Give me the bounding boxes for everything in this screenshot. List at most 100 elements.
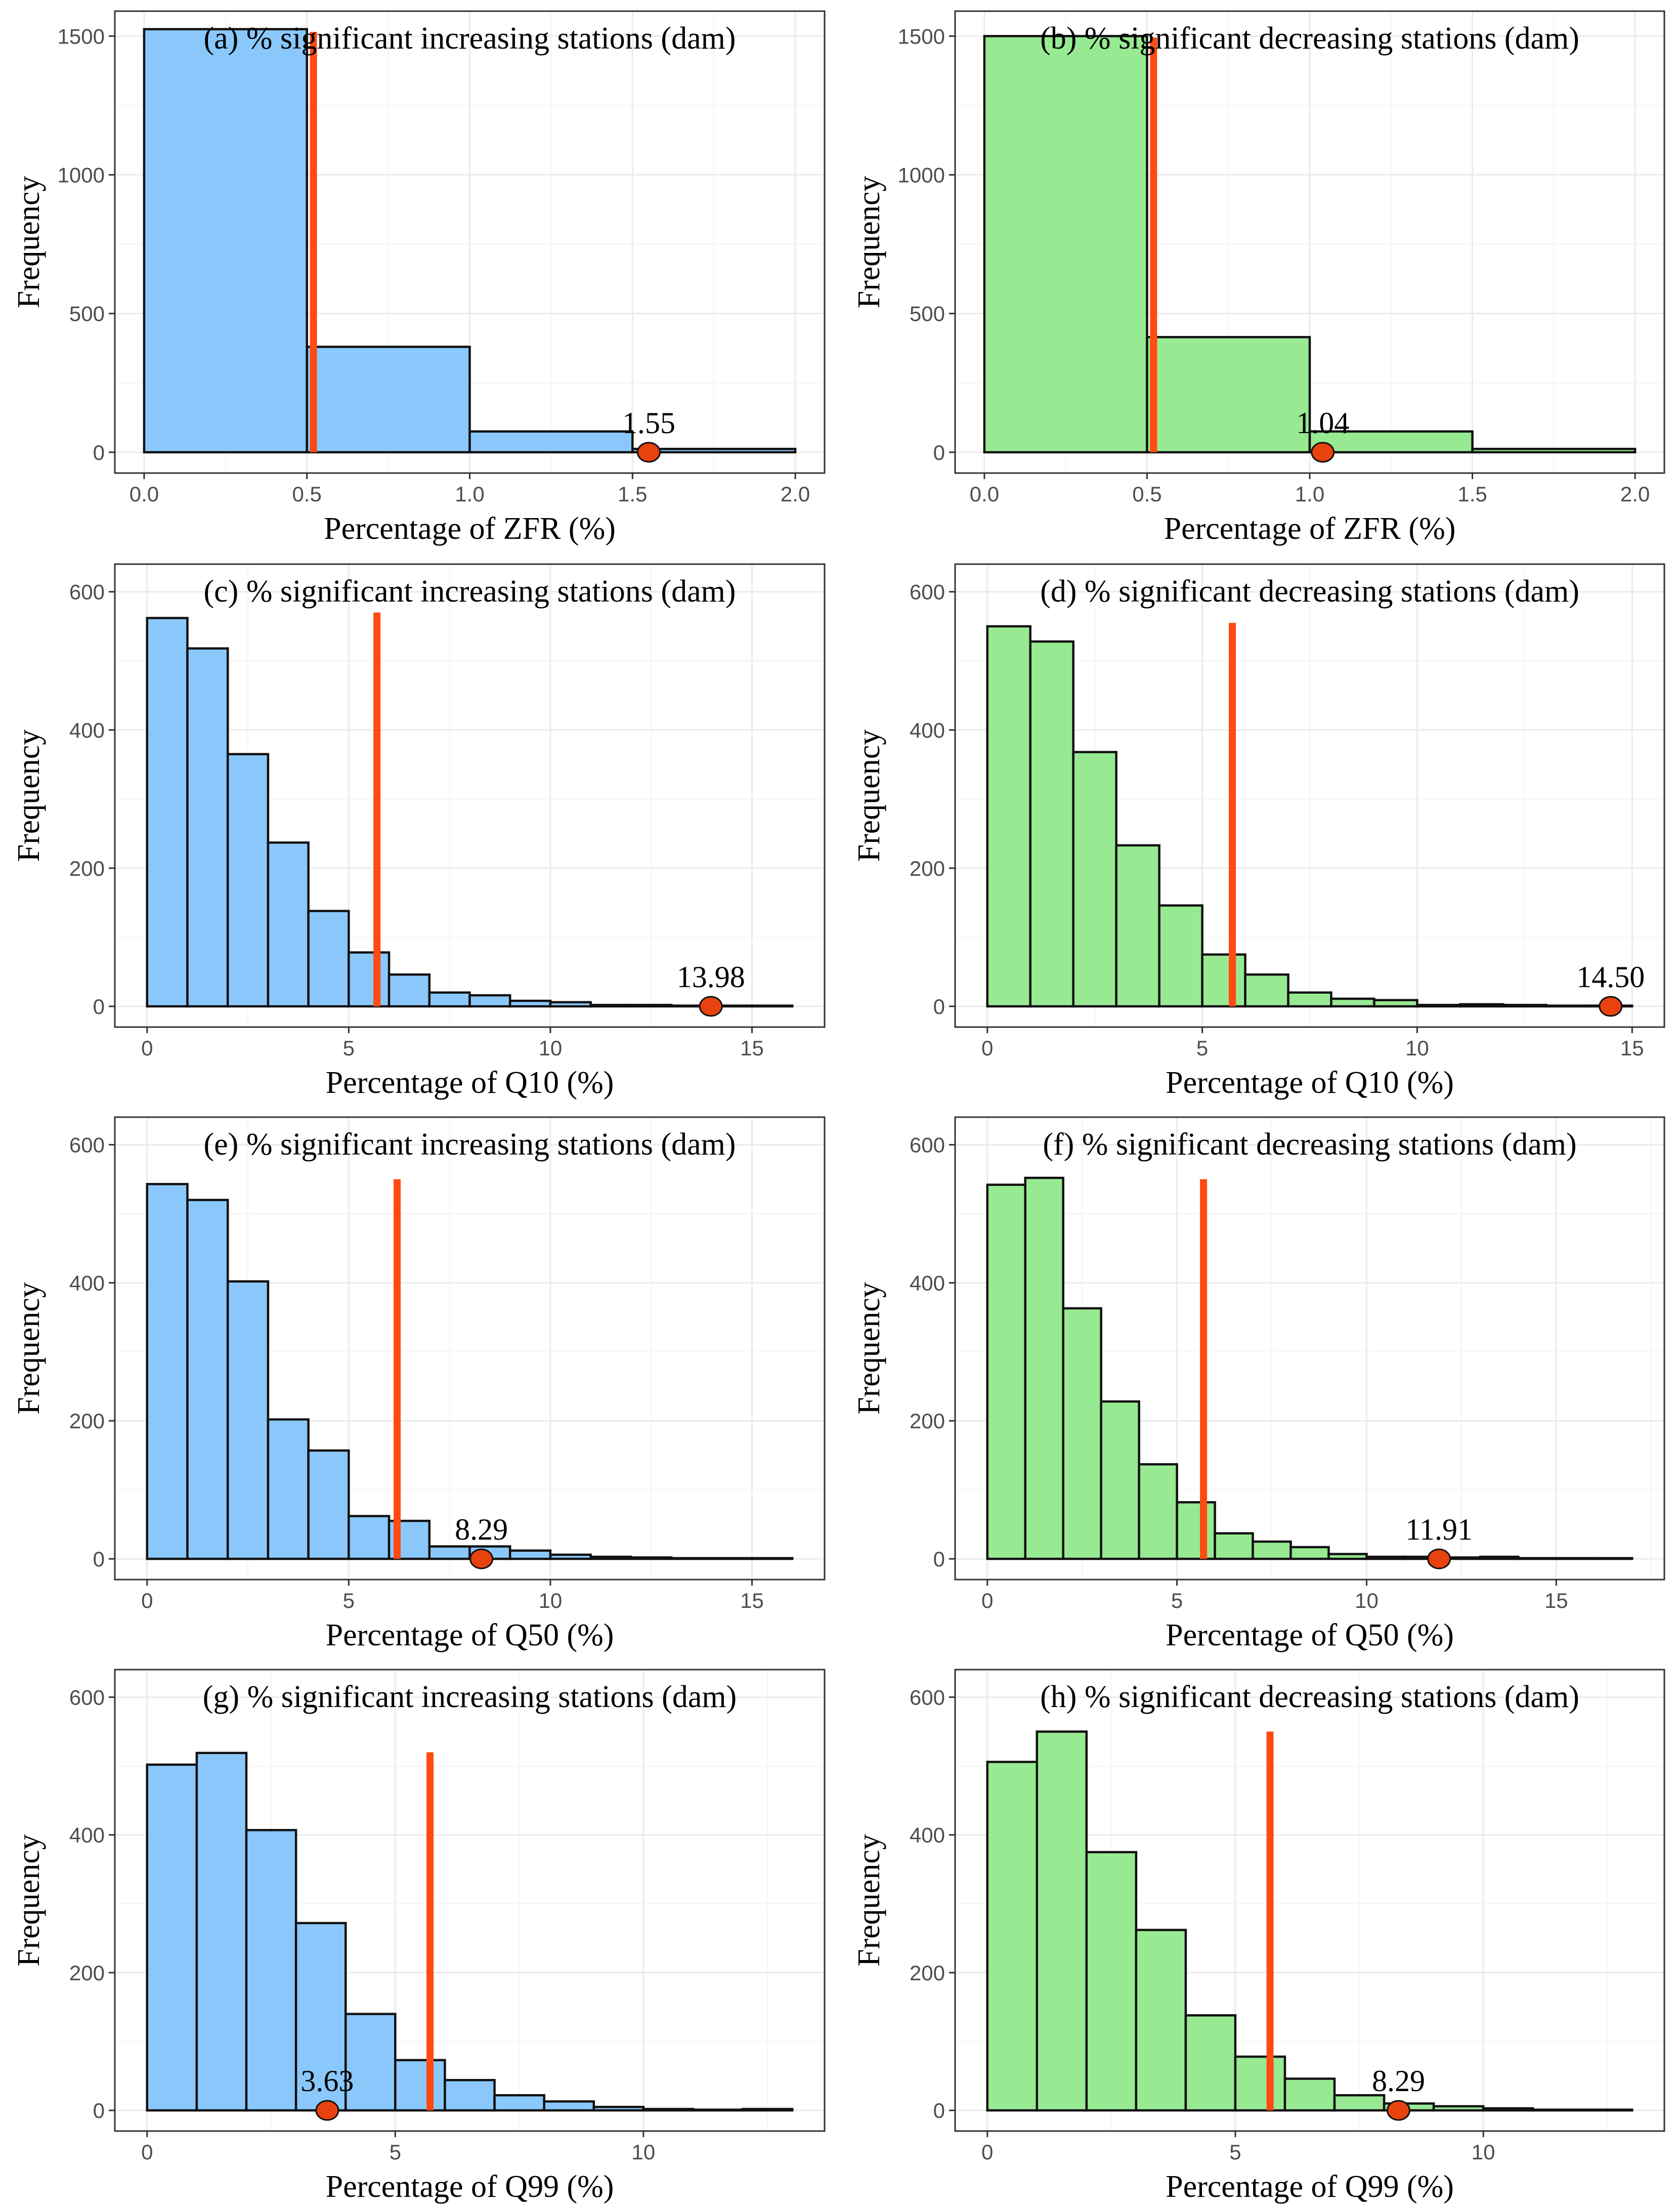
histogram-bar <box>1146 336 1311 454</box>
histogram-bar <box>1184 2014 1237 2112</box>
histogram-bar <box>986 1761 1039 2112</box>
y-tick-label: 400 <box>69 1823 105 1847</box>
histogram-bar <box>1373 999 1418 1008</box>
x-tick-label: 5 <box>1171 1589 1183 1612</box>
x-axis-label: Percentage of ZFR (%) <box>1164 512 1456 546</box>
panel-h: 8.29 (h) % significant decreasing station… <box>852 1669 1665 2204</box>
histogram-bars <box>146 1183 794 1560</box>
y-tick-label: 200 <box>69 1961 105 1985</box>
x-tick-label: 10 <box>1472 2140 1495 2164</box>
x-tick-label: 0 <box>141 1589 153 1612</box>
histogram-bar <box>226 753 270 1008</box>
observed-point <box>1311 442 1335 463</box>
histogram-bar <box>267 1418 310 1560</box>
histogram-bar <box>1234 2055 1286 2112</box>
x-tick-label: 10 <box>1355 1589 1379 1612</box>
y-tick-label: 600 <box>69 1133 105 1157</box>
y-tick-label: 500 <box>910 302 945 326</box>
x-axis-label: Percentage of ZFR (%) <box>324 512 616 546</box>
histogram-bar <box>1024 1176 1064 1560</box>
y-tick-label: 400 <box>910 718 945 742</box>
y-tick-label: 600 <box>910 1133 945 1157</box>
y-tick-label: 0 <box>933 2099 945 2122</box>
x-tick-label: 15 <box>740 1589 764 1612</box>
histogram-bar <box>294 1922 347 2112</box>
histogram-bar <box>630 1004 673 1008</box>
histogram-bar <box>146 617 189 1008</box>
y-tick-label: 600 <box>69 1685 105 1709</box>
x-axis-label: Percentage of Q10 (%) <box>326 1066 614 1100</box>
x-axis: 0 5 10 15 Percentage of Q10 (%) <box>981 1027 1644 1100</box>
observed-value-label: 3.63 <box>300 2064 354 2098</box>
y-tick-label: 200 <box>69 1409 105 1433</box>
y-axis: 0 200 400 600 Frequency <box>12 580 115 1018</box>
histogram-bar <box>630 1556 673 1560</box>
histogram-bar <box>1330 997 1375 1008</box>
histogram-bar <box>1502 1004 1547 1008</box>
histogram-bar <box>1289 1546 1330 1560</box>
y-tick-label: 0 <box>933 995 945 1018</box>
x-axis: 0 5 10 Percentage of Q99 (%) <box>141 2131 655 2204</box>
histogram-bar <box>508 1549 552 1560</box>
histogram-bar <box>986 625 1031 1008</box>
histogram-bars <box>986 625 1633 1008</box>
y-axis: 0 200 400 600 Frequency <box>852 1133 955 1571</box>
x-tick-label: 5 <box>1196 1036 1208 1060</box>
panel-border <box>954 563 1665 1028</box>
y-axis-label: Frequency <box>12 176 46 309</box>
histogram-bar <box>1479 1555 1520 1560</box>
y-axis-label: Frequency <box>12 1282 46 1415</box>
y-axis-label: Frequency <box>852 1282 886 1415</box>
y-tick-label: 600 <box>69 580 105 604</box>
histogram-bar <box>344 2013 397 2112</box>
histogram-bar <box>1593 1557 1633 1560</box>
histogram-bar <box>1244 973 1289 1008</box>
histogram-bar <box>1138 1463 1178 1560</box>
observed-point <box>1427 1548 1451 1569</box>
x-tick-label: 0 <box>981 2140 993 2164</box>
panel-f: 11.91 (f) % significant decreasing statio… <box>852 1116 1665 1652</box>
panel-title: (e) % significant increasing stations (d… <box>204 1127 736 1162</box>
panel-title: (c) % significant increasing stations (d… <box>204 574 736 609</box>
x-tick-label: 0.0 <box>130 482 159 506</box>
y-tick-label: 1000 <box>58 163 105 187</box>
y-axis-label: Frequency <box>852 176 886 309</box>
x-tick-label: 5 <box>343 1589 355 1612</box>
y-tick-label: 1000 <box>898 163 945 187</box>
histogram-bar <box>589 1004 632 1008</box>
histogram-bar <box>1085 1851 1138 2112</box>
panel-border <box>114 563 826 1028</box>
y-tick-label: 200 <box>910 1409 945 1433</box>
histogram-bars <box>146 1752 794 2112</box>
histogram-bar <box>186 1199 229 1560</box>
y-tick-label: 400 <box>910 1271 945 1295</box>
panel-title: (h) % significant decreasing stations (d… <box>1040 1680 1579 1714</box>
histogram-bar <box>1176 1501 1216 1560</box>
x-axis: 0.0 0.5 1.0 1.5 2.0 Percentage of ZFR (%) <box>970 473 1650 546</box>
observed-point <box>636 442 661 463</box>
y-tick-label: 0 <box>93 995 105 1018</box>
histogram-bar <box>143 28 308 454</box>
x-axis: 0 5 10 15 Percentage of Q10 (%) <box>141 1027 764 1100</box>
histogram-bar <box>631 448 797 454</box>
x-tick-label: 0 <box>981 1589 993 1612</box>
x-tick-label: 0.0 <box>970 482 999 506</box>
y-tick-label: 1500 <box>58 24 105 48</box>
observed-point <box>469 1548 494 1569</box>
x-tick-label: 15 <box>1620 1036 1644 1060</box>
histogram-bar <box>1135 1929 1187 2112</box>
y-tick-label: 0 <box>93 2099 105 2122</box>
observed-value-label: 14.50 <box>1576 960 1645 994</box>
histogram-bar <box>348 951 391 1008</box>
panel-title: (g) % significant increasing stations (d… <box>203 1680 737 1714</box>
observed-point <box>1386 2100 1410 2121</box>
histogram-bar <box>146 1763 198 2112</box>
panel-border <box>954 1116 1665 1581</box>
x-tick-label: 10 <box>632 2140 656 2164</box>
histogram-bar <box>306 346 471 454</box>
histogram-bar <box>508 999 552 1008</box>
histogram-bar <box>1287 991 1332 1008</box>
histogram-bar <box>307 1449 350 1560</box>
x-tick-label: 2.0 <box>781 482 810 506</box>
x-axis-label: Percentage of Q50 (%) <box>1166 1618 1454 1652</box>
